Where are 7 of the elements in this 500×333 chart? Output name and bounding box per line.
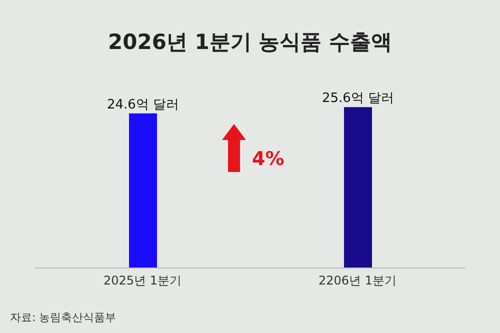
annotation: 4% <box>252 148 284 170</box>
data-label: 24.6억 달러 <box>106 97 180 112</box>
text: 자료: 농림축산식품부 <box>10 310 116 325</box>
chart-title: 2026년 1분기 농식품 수출액 <box>107 29 393 56</box>
data-label: 25.6억 달러 <box>322 91 394 106</box>
x-tick-label: 2206년 1분기 <box>318 274 396 288</box>
x-tick-label: 2025년 1분기 <box>104 274 182 288</box>
